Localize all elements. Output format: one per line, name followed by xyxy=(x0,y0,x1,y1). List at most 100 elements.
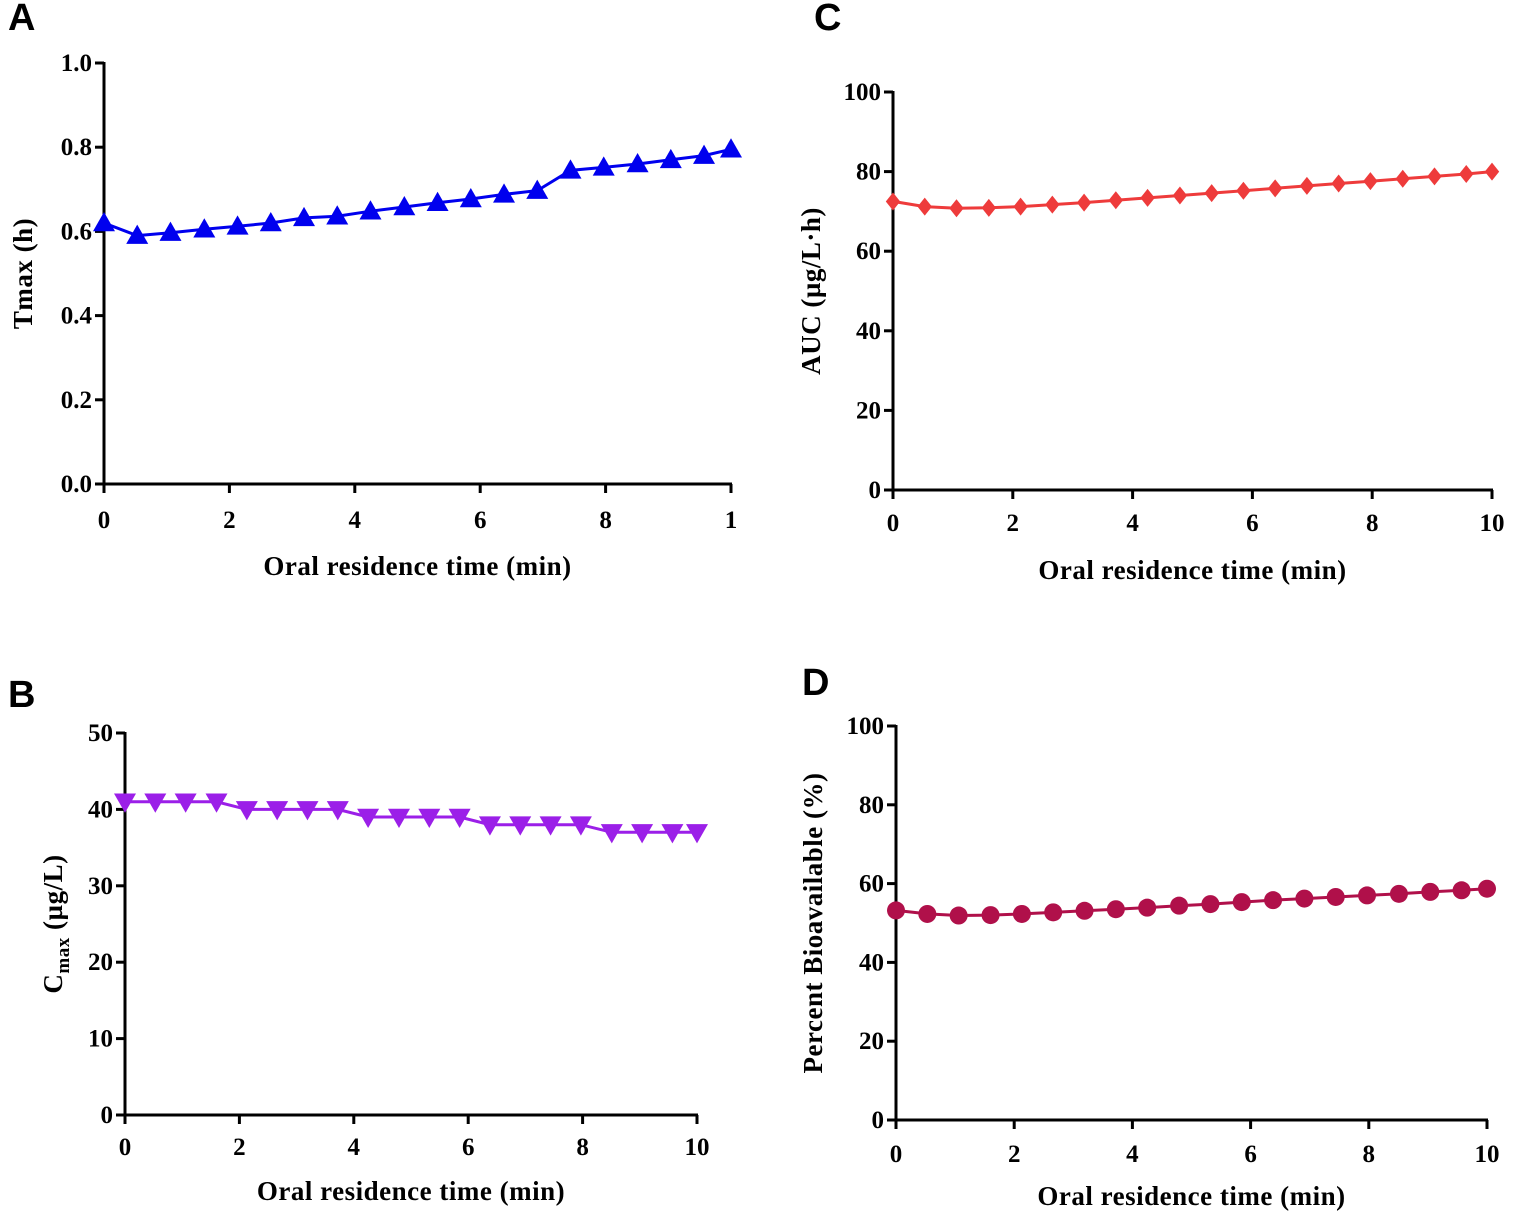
data-point xyxy=(293,206,316,227)
data-point xyxy=(126,224,149,244)
axes xyxy=(891,91,1493,492)
data-point xyxy=(193,218,216,238)
data-point xyxy=(1484,162,1500,181)
data-point xyxy=(1012,904,1031,923)
data-point xyxy=(720,138,742,158)
data-point xyxy=(1170,896,1189,915)
data-point xyxy=(1108,191,1124,210)
data-point xyxy=(357,808,380,829)
panel-b: B 0 10 20 30 40 50 0 2 4 6 8 10 Oral residence time (… xyxy=(8,674,710,1206)
data-point xyxy=(326,205,349,225)
y-tick-label: 0.0 xyxy=(61,471,92,498)
data-point xyxy=(226,215,249,235)
data-point xyxy=(205,793,228,813)
data-point xyxy=(493,183,516,203)
data-point xyxy=(539,816,562,836)
y-axis-title: Percent Bioavailable (%) xyxy=(798,773,828,1074)
y-tick-label: 80 xyxy=(856,159,881,186)
x-tick-label: 10 xyxy=(1480,510,1505,537)
data-point xyxy=(661,824,684,844)
data-point xyxy=(1299,176,1315,195)
y-tick-label: 0.4 xyxy=(61,303,93,330)
x-tick-label: 6 xyxy=(474,507,487,534)
data-point xyxy=(326,801,349,821)
data-point xyxy=(1044,903,1063,922)
data-point xyxy=(686,824,708,844)
data-point xyxy=(418,808,441,829)
x-tick-label: 8 xyxy=(1366,510,1379,537)
data-point xyxy=(1395,169,1410,188)
data-point xyxy=(1140,188,1155,207)
data-point xyxy=(1459,164,1474,183)
data-point xyxy=(1201,895,1220,914)
data-point xyxy=(918,904,937,923)
panel-letter: D xyxy=(802,662,829,704)
data-point xyxy=(159,221,182,241)
y-axis-title-main: C xyxy=(38,974,68,994)
y-tick-label: 0.2 xyxy=(61,387,92,414)
data-point xyxy=(1267,179,1283,198)
y-tick-label: 40 xyxy=(859,949,884,976)
x-tick-label: 8 xyxy=(576,1134,589,1161)
data-point xyxy=(1331,174,1346,193)
x-axis-title: Oral residence time (min) xyxy=(1038,555,1346,585)
data-point xyxy=(659,148,682,169)
data-point xyxy=(114,793,136,813)
x-tick-label: 0 xyxy=(119,1134,132,1161)
data-point xyxy=(93,211,115,232)
data-point xyxy=(459,187,482,208)
y-tick-label: 20 xyxy=(856,397,881,424)
y-tick-label: 20 xyxy=(88,949,113,976)
y-tick-label: 60 xyxy=(856,238,881,265)
y-tick-label: 0.6 xyxy=(61,218,92,245)
y-tick-label: 0.8 xyxy=(61,134,92,161)
data-point xyxy=(1427,167,1442,186)
panel-letter: C xyxy=(814,0,841,39)
data-point xyxy=(1045,195,1060,214)
data-point xyxy=(592,156,615,176)
y-tick-label: 1.0 xyxy=(61,50,92,77)
data-point xyxy=(296,801,319,821)
data-point xyxy=(1358,886,1377,905)
data-point xyxy=(144,793,167,813)
axes xyxy=(894,725,1488,1122)
data-point xyxy=(1172,186,1188,205)
data-point xyxy=(1389,884,1408,903)
x-tick-label: 6 xyxy=(462,1134,475,1161)
x-tick-label: 6 xyxy=(1246,510,1259,537)
data-point xyxy=(1421,882,1440,901)
data-point xyxy=(448,808,471,829)
data-point xyxy=(1232,893,1251,912)
y-tick-label: 40 xyxy=(88,796,113,823)
x-tick-label: 4 xyxy=(1126,1141,1139,1168)
data-point xyxy=(631,824,654,844)
y-tick-label: 0 xyxy=(872,1107,885,1134)
x-tick-label: 0 xyxy=(98,507,111,534)
data-point xyxy=(1204,184,1219,203)
y-tick-label: 80 xyxy=(859,792,884,819)
data-point xyxy=(949,906,968,925)
x-axis-title: Oral residence time (min) xyxy=(1037,1181,1345,1211)
data-point xyxy=(949,199,964,218)
data-point xyxy=(235,801,258,821)
data-point xyxy=(526,179,549,199)
data-point xyxy=(887,901,905,920)
panel-a: A 0.0 0.2 0.4 0.6 0.8 1.0 0 2 4 6 8 1 Oral residence … xyxy=(8,0,742,581)
x-tick-label: 2 xyxy=(223,507,236,534)
y-tick-label: 30 xyxy=(88,873,113,900)
y-tick-label: 20 xyxy=(859,1028,884,1055)
data-point xyxy=(693,144,716,164)
data-point xyxy=(1478,879,1496,898)
x-tick-label: 4 xyxy=(1126,510,1139,537)
data-point xyxy=(626,153,649,173)
data-point xyxy=(1452,881,1471,900)
y-tick-label: 50 xyxy=(88,720,113,747)
data-point xyxy=(387,808,410,829)
y-tick-label: 0 xyxy=(101,1102,114,1129)
data-point xyxy=(478,816,501,836)
data-point xyxy=(885,192,901,211)
data-point xyxy=(1075,901,1094,920)
x-tick-label: 4 xyxy=(348,1134,361,1161)
x-tick-label: 2 xyxy=(233,1134,246,1161)
y-tick-label: 100 xyxy=(847,713,885,740)
